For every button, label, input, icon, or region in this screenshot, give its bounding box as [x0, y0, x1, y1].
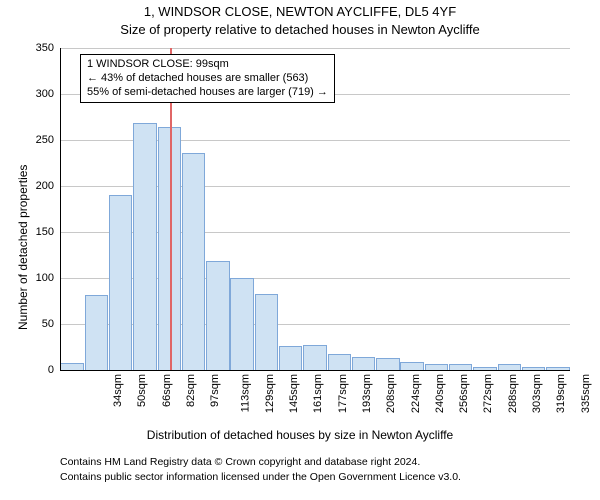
bar — [449, 364, 472, 370]
grid-line — [60, 48, 570, 49]
xtick-label: 97sqm — [207, 374, 221, 407]
xtick-label: 66sqm — [159, 374, 173, 407]
ytick-label: 300 — [36, 88, 60, 100]
ytick-label: 250 — [36, 134, 60, 146]
xtick-label: 161sqm — [311, 374, 325, 413]
xtick-label: 208sqm — [383, 374, 397, 413]
xtick-label: 145sqm — [286, 374, 300, 413]
bar — [546, 367, 569, 370]
xtick-label: 129sqm — [262, 374, 276, 413]
bar — [60, 363, 83, 370]
bar — [182, 153, 205, 370]
xtick-label: 256sqm — [456, 374, 470, 413]
figure-title: 1, WINDSOR CLOSE, NEWTON AYCLIFFE, DL5 4… — [0, 4, 600, 19]
xaxis-title: Distribution of detached houses by size … — [0, 428, 600, 442]
callout-line-2: ← 43% of detached houses are smaller (56… — [87, 72, 328, 86]
xtick-label: 82sqm — [183, 374, 197, 407]
callout-box: 1 WINDSOR CLOSE: 99sqm ← 43% of detached… — [80, 54, 335, 103]
figure: 1, WINDSOR CLOSE, NEWTON AYCLIFFE, DL5 4… — [0, 0, 600, 500]
bar — [328, 354, 351, 370]
xtick-label: 50sqm — [134, 374, 148, 407]
figure-subtitle: Size of property relative to detached ho… — [0, 22, 600, 37]
bar — [158, 127, 181, 370]
xtick-label: 303sqm — [529, 374, 543, 413]
xtick-label: 224sqm — [408, 374, 422, 413]
bar — [85, 295, 108, 370]
yaxis-line — [60, 48, 61, 370]
xtick-label: 177sqm — [335, 374, 349, 413]
footer-copyright-2: Contains public sector information licen… — [60, 471, 461, 483]
grid-line — [60, 370, 570, 371]
ytick-label: 350 — [36, 42, 60, 54]
bar — [206, 261, 229, 370]
bar — [376, 358, 399, 370]
callout-line-1: 1 WINDSOR CLOSE: 99sqm — [87, 58, 328, 72]
bar — [255, 294, 278, 370]
xtick-label: 240sqm — [432, 374, 446, 413]
bar — [109, 195, 132, 370]
bar — [522, 367, 545, 370]
bar — [133, 123, 156, 370]
ytick-label: 150 — [36, 226, 60, 238]
ytick-label: 50 — [42, 318, 60, 330]
xtick-label: 288sqm — [505, 374, 519, 413]
ytick-label: 200 — [36, 180, 60, 192]
xtick-label: 319sqm — [553, 374, 567, 413]
bar — [279, 346, 302, 370]
ytick-label: 100 — [36, 272, 60, 284]
xtick-label: 193sqm — [359, 374, 373, 413]
xtick-label: 335sqm — [578, 374, 592, 413]
yaxis-title: Number of detached properties — [16, 165, 30, 330]
bar — [352, 357, 375, 370]
bar — [425, 364, 448, 370]
footer-copyright-1: Contains HM Land Registry data © Crown c… — [60, 456, 420, 468]
xtick-label: 272sqm — [481, 374, 495, 413]
callout-line-3: 55% of semi-detached houses are larger (… — [87, 86, 328, 100]
ytick-label: 0 — [48, 364, 60, 376]
xtick-label: 34sqm — [110, 374, 124, 407]
bar — [230, 278, 253, 370]
bar — [473, 367, 496, 370]
xtick-label: 113sqm — [237, 374, 251, 412]
bar — [498, 364, 521, 370]
bar — [303, 345, 326, 370]
bar — [400, 362, 423, 370]
